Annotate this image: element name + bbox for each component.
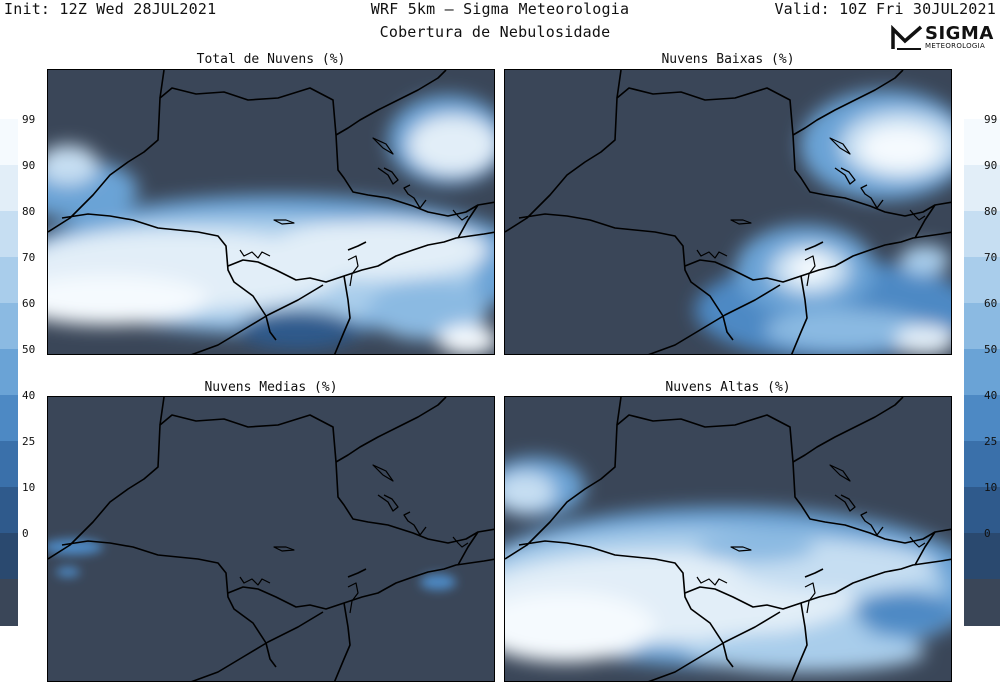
colorbar-tick-label: 25 [984,435,998,448]
map-subtitle: Cobertura de Nebulosidade [379,23,611,41]
colorbar-segment [964,349,1000,396]
colorbar-tick-label: 40 [22,389,36,402]
cloud-map-baixas [505,70,951,354]
colorbar-tick-label: 0 [22,527,29,540]
map-title: WRF 5km – Sigma Meteorologia [370,0,630,18]
colorbar-tick-label: 10 [984,481,998,494]
colorbar-segment [0,119,18,166]
colorbar-segment [0,395,18,442]
init-time: Init: 12Z Wed 28JUL2021 [4,0,217,18]
colorbar-segment [0,257,18,304]
colorbar-segment [964,257,1000,304]
colorbar-segment [964,395,1000,442]
colorbar-tick-label: 50 [22,343,36,356]
panel-title-medias: Nuvens Medias (%) [204,380,338,395]
panel-nuvens-altas [504,396,952,682]
panel-total-nuvens [47,69,495,355]
colorbar-segment [0,165,18,212]
colorbar-segment [964,165,1000,212]
colorbar-right: 99 90 80 70 60 50 40 25 10 0 [964,113,1000,626]
logo-name: SIGMA [925,23,994,44]
cloud-map-altas [505,397,951,681]
colorbar-tick-label: 70 [22,251,36,264]
colorbar-segment [964,119,1000,166]
panel-nuvens-baixas [504,69,952,355]
sigma-logo: SIGMA METEOROLOGIA [891,23,994,53]
colorbar-tick-label: 60 [22,297,36,310]
colorbar-segment [0,303,18,350]
panel-nuvens-medias [47,396,495,682]
colorbar-tick-label: 10 [22,481,36,494]
colorbar-segment [0,579,18,626]
colorbar-segment [964,533,1000,580]
colorbar-tick-label: 80 [22,205,36,218]
colorbar-tick-label: 50 [984,343,998,356]
colorbar-tick-label: 60 [984,297,998,310]
colorbar-tick-label: 99 [22,113,36,126]
cloud-map-medias [48,397,494,681]
colorbar-segment [0,441,18,488]
colorbar-segment [0,211,18,258]
logo-subtitle: METEOROLOGIA [925,42,986,50]
colorbar-segment [0,349,18,396]
colorbar-tick-label: 25 [22,435,36,448]
valid-time: Valid: 10Z Fri 30JUL2021 [774,0,996,18]
panel-title-baixas: Nuvens Baixas (%) [661,52,795,67]
colorbar-tick-label: 80 [984,205,998,218]
cloud-map-total [48,70,494,354]
colorbar-left: 99 90 80 70 60 50 40 25 10 0 [0,113,36,626]
colorbar-segment [964,579,1000,626]
sigma-logo-mark [891,24,923,50]
panel-title-altas: Nuvens Altas (%) [665,380,791,395]
colorbar-segment [964,303,1000,350]
colorbar-tick-label: 99 [984,113,998,126]
colorbar-segment [964,211,1000,258]
colorbar-tick-label: 40 [984,389,998,402]
colorbar-segment [0,487,18,534]
colorbar-tick-label: 70 [984,251,998,264]
colorbar-tick-label: 0 [984,527,991,540]
panel-title-total: Total de Nuvens (%) [196,52,346,67]
colorbar-segment [0,533,18,580]
colorbar-tick-label: 90 [22,159,36,172]
colorbar-tick-label: 90 [984,159,998,172]
colorbar-segment [964,487,1000,534]
colorbar-segment [964,441,1000,488]
